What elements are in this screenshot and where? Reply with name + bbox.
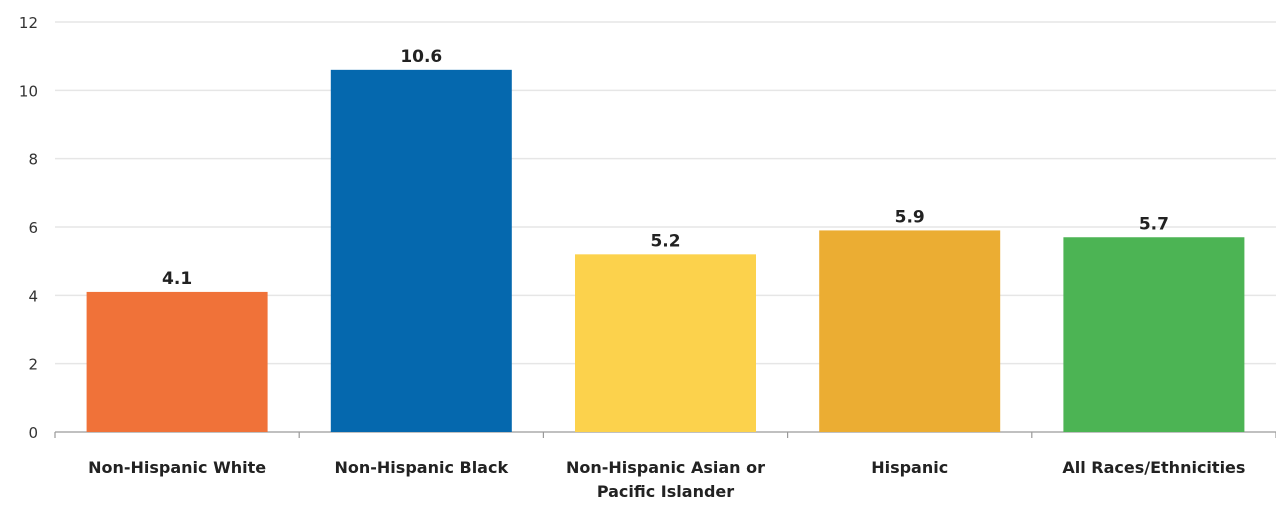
x-tick-label: Non-Hispanic Asian or Pacific Islander [566, 458, 765, 501]
x-tick-label-line: Hispanic [871, 458, 948, 477]
bar [330, 69, 512, 432]
x-tick-label-line: All Races/Ethnicities [1062, 458, 1245, 477]
y-tick-label: 2 [28, 356, 38, 374]
bar [86, 291, 268, 432]
labels: 0 2 4 6 8 10 12 4.1 Non-Hispanic White 10.6 Non-Hi… [19, 14, 1246, 501]
y-tick-label: 10 [19, 82, 38, 100]
data-label: 5.9 [895, 207, 925, 227]
y-tick-label: 4 [28, 287, 38, 305]
x-tick-label-line: Pacific Islander [597, 482, 734, 501]
x-tick-label: Non-Hispanic White [88, 458, 266, 477]
bars [86, 69, 1245, 432]
y-tick-label: 6 [28, 219, 38, 237]
y-tick-label: 0 [28, 424, 38, 442]
data-label: 10.6 [400, 47, 442, 67]
y-tick-label: 12 [19, 14, 38, 32]
bar [575, 254, 756, 432]
x-tick-label: All Races/Ethnicities [1062, 458, 1245, 477]
y-tick-label: 8 [28, 151, 38, 169]
x-tick-label: Non-Hispanic Black [335, 458, 509, 477]
x-tick-label-line: Non-Hispanic Asian or [566, 458, 765, 477]
data-label: 4.1 [162, 269, 192, 289]
bar [819, 230, 1001, 432]
axes [54, 431, 1276, 438]
x-tick-label-line: Non-Hispanic Black [335, 458, 509, 477]
data-label: 5.7 [1139, 214, 1169, 234]
bar [1063, 237, 1245, 432]
x-tick-label-line: Non-Hispanic White [88, 458, 266, 477]
data-label: 5.2 [650, 231, 680, 251]
x-tick-label: Hispanic [871, 458, 948, 477]
